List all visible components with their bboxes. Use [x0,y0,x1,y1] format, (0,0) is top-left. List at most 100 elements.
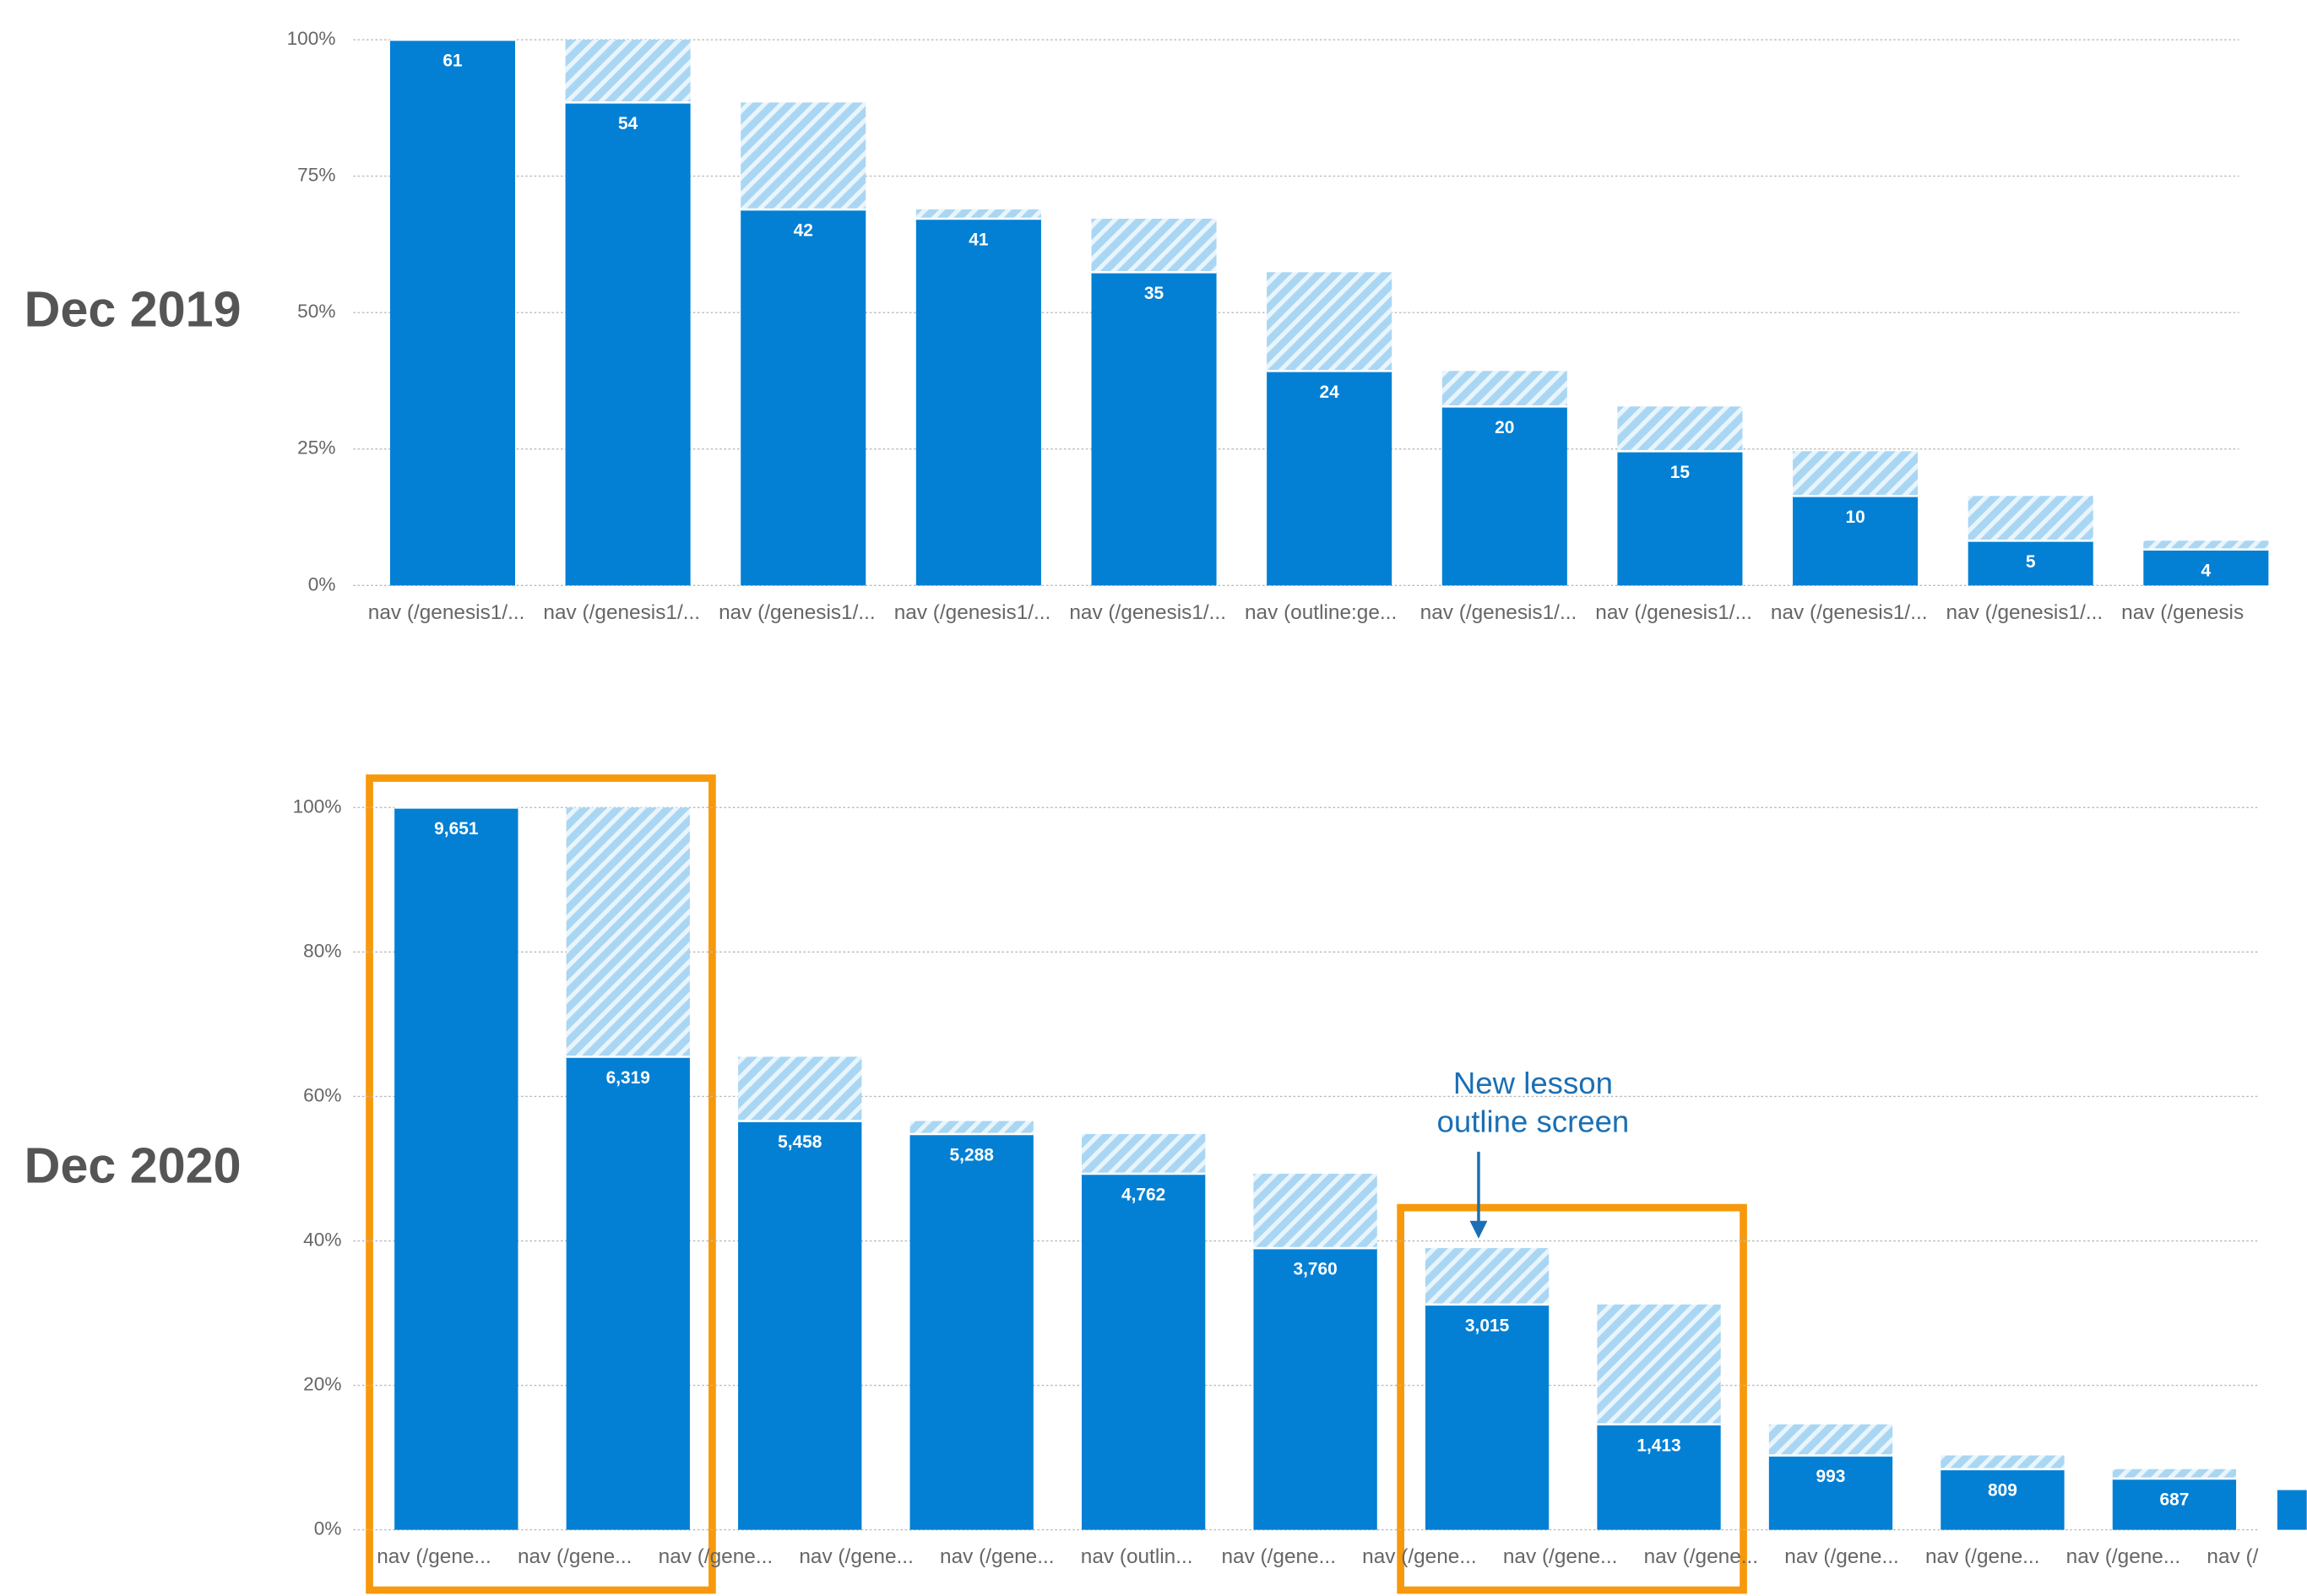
x-tick-label: nav (/gene... [940,1545,1055,1568]
dropoff-bar [1768,1424,1893,1456]
x-tick-label: nav (/gene... [1362,1545,1477,1568]
data-label: 15 [1670,463,1691,482]
x-tick-label: nav (/gene... [1784,1545,1899,1568]
bar [1441,406,1567,586]
x-tick-label: nav (/genesis1/... [1595,601,1752,624]
data-label: 3,015 [1465,1316,1510,1335]
y-tick-label: 80% [303,940,341,961]
y-tick-label: 100% [287,28,336,49]
y-tick-label: 100% [293,795,342,817]
bar [1091,272,1217,586]
dropoff-bar [1968,496,2093,541]
dropoff-bar [1425,1248,1550,1305]
dropoff-bar [1793,451,1919,497]
dropoff-bar [1267,272,1392,372]
data-label: 61 [442,52,463,71]
x-tick-label: nav (outline:ge... [1245,601,1397,624]
annotation: New lesson [1453,1066,1613,1100]
x-tick-label: nav (/gene... [1644,1545,1759,1568]
bar [389,40,515,586]
data-label: 5,288 [950,1146,994,1165]
y-tick-label: 50% [297,301,335,322]
bar [1597,1424,1721,1530]
data-label: 41 [969,231,989,250]
data-label: 5,458 [778,1132,822,1152]
dropoff-bar [1597,1304,1721,1425]
x-tick-label: nav (/genesis1/... [1771,601,1928,624]
data-label: 35 [1144,284,1164,303]
y-tick-label: 75% [297,165,335,186]
dropoff-bar [909,1121,1034,1134]
dropoff-bar [2143,540,2269,550]
bar [565,102,691,586]
dropoff-bar [1617,406,1743,452]
dropoff-bar [566,807,690,1057]
bar [2143,549,2269,586]
legend-swatch [2277,1490,2307,1530]
bar [909,1133,1034,1530]
bar [741,209,866,586]
data-label: 42 [794,221,813,241]
x-tick-label: nav (/gene... [799,1545,914,1568]
data-label: 24 [1320,383,1340,402]
dropoff-bar [2112,1468,2237,1479]
dropoff-bar [1091,219,1217,273]
data-label: 3,760 [1293,1260,1337,1279]
x-tick-label: nav (/genesis1/... [1946,601,2103,624]
bar [1793,496,1919,586]
data-label: 6,319 [606,1068,650,1088]
dropoff-bar [1081,1133,1206,1174]
dropoff-bar [1441,371,1567,407]
data-label: 993 [1816,1467,1846,1486]
dropoff-bar [741,102,866,210]
data-label: 5 [2026,552,2036,572]
y-tick-label: 25% [297,437,335,459]
bar [738,1121,862,1530]
x-tick-label: nav (/gene... [518,1545,632,1568]
x-tick-label: nav (/genesis1/... [1420,601,1577,624]
data-label: 687 [2159,1490,2189,1510]
data-label: 4 [2201,561,2212,580]
bar [1267,371,1392,586]
x-tick-label: nav (/gene... [2066,1545,2181,1568]
y-tick-label: 20% [303,1374,341,1395]
bar [1425,1304,1550,1530]
bar [1617,451,1743,586]
y-tick-label: 60% [303,1084,341,1105]
bar [2112,1478,2237,1530]
bar [1081,1173,1206,1530]
x-tick-label: nav (/genesis1/... [894,601,1051,624]
x-tick-label: nav (/gene... [659,1545,774,1568]
data-label: 9,651 [434,819,479,839]
x-tick-label: nav (/gene... [377,1545,491,1568]
x-tick-label: nav (/genesis [2121,601,2244,624]
x-tick-label: nav (/genesis1/... [368,601,525,624]
data-label: 54 [618,114,638,133]
annotation: outline screen [1437,1104,1630,1138]
data-label: 809 [1988,1480,2017,1500]
bar [915,219,1041,586]
x-tick-label: nav (/gene... [1925,1545,2040,1568]
dropoff-bar [915,209,1041,220]
highlight-box [366,774,716,1594]
x-tick-label: nav (/genesis1/... [1069,601,1226,624]
x-tick-label: nav (/genesis1/... [719,601,876,624]
dropoff-bar [565,40,691,103]
annotation-arrowhead [1469,1220,1488,1239]
row-label: Dec 2019 [24,281,242,338]
bar [566,1056,690,1530]
dropoff-bar [738,1056,862,1121]
x-tick-label: nav (/gene... [1221,1545,1336,1568]
y-tick-label: 0% [314,1518,342,1539]
x-tick-label: nav (/ [2207,1545,2258,1568]
bar [1768,1455,1893,1530]
dropoff-bar [1941,1455,2065,1469]
bar [1968,540,2093,586]
row-label: Dec 2020 [24,1137,242,1193]
x-tick-label: nav (outlin... [1081,1545,1193,1568]
y-tick-label: 0% [308,573,336,594]
x-tick-label: nav (/gene... [1503,1545,1618,1568]
bar [1253,1248,1377,1530]
